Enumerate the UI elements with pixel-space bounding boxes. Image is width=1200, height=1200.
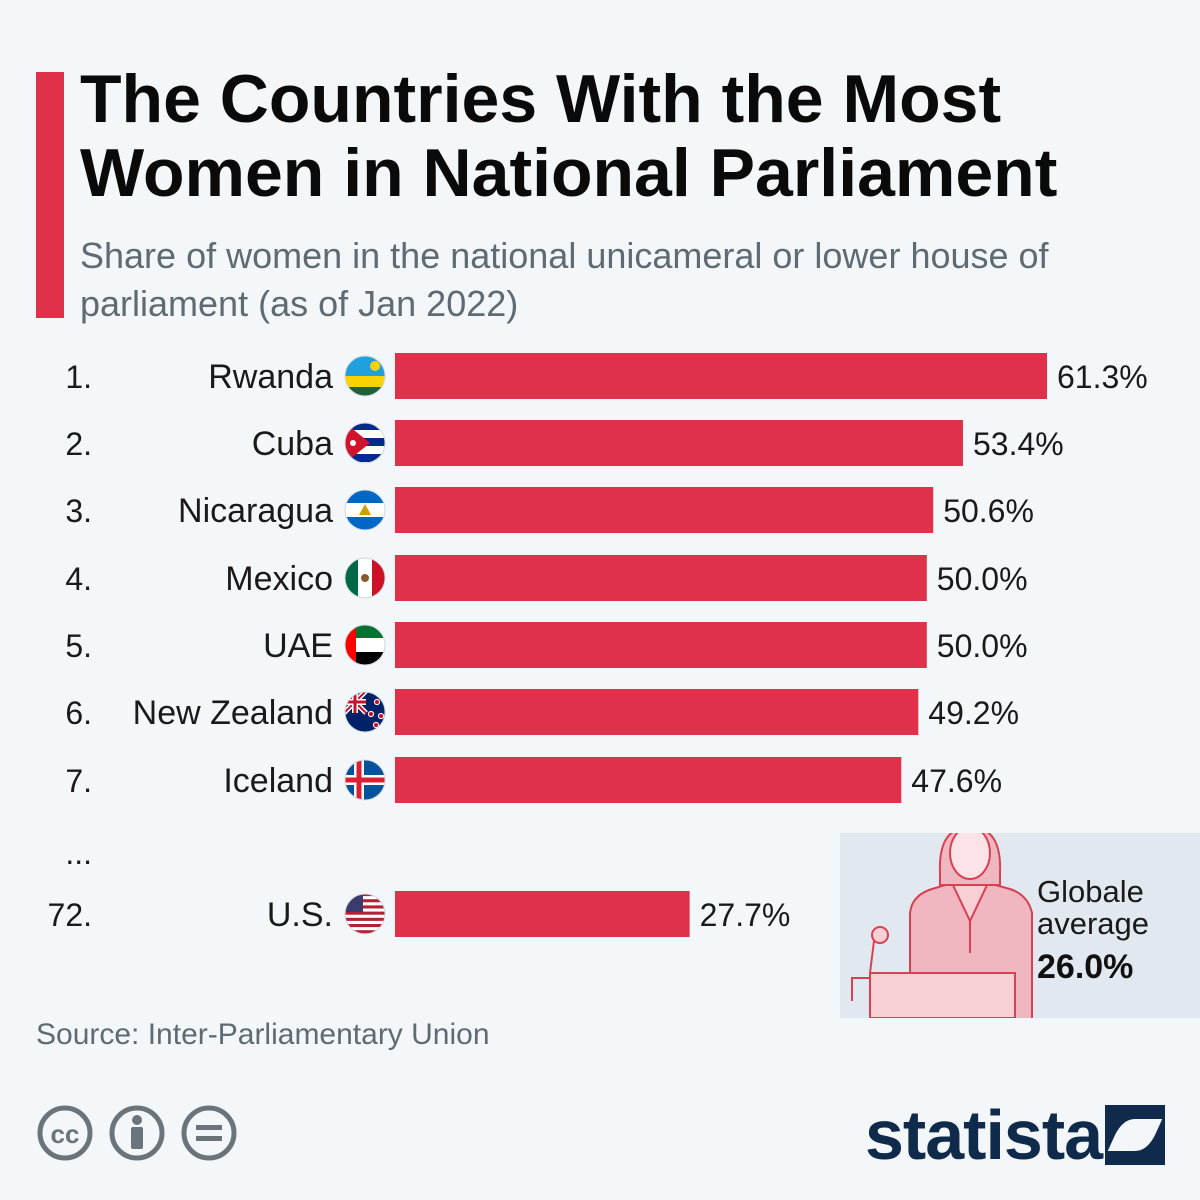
- value-label: 47.6%: [911, 763, 1002, 799]
- bar: [395, 487, 934, 533]
- rank-label: 4.: [65, 561, 92, 597]
- new-zealand-flag-icon: [344, 691, 386, 733]
- accent-bar: [36, 72, 64, 318]
- country-label: Mexico: [225, 560, 333, 598]
- speaker-woman-icon: [851, 825, 1033, 1019]
- country-label: UAE: [263, 627, 333, 665]
- rank-label: 72.: [48, 897, 92, 933]
- statista-logo-icon: [1105, 1105, 1165, 1165]
- bar-chart: 1. Rwanda 61.3% 2. Cuba 53.4% 3. Nicaragua 50.6%…: [48, 353, 1148, 937]
- bar: [395, 555, 927, 601]
- rank-label: 2.: [65, 426, 92, 462]
- value-label: 50.0%: [937, 628, 1028, 664]
- value-label: 27.7%: [700, 897, 791, 933]
- country-label: New Zealand: [133, 694, 333, 732]
- average-label: Globale average: [1037, 876, 1167, 940]
- rank-label: 1.: [65, 359, 92, 395]
- country-label: U.S.: [267, 896, 333, 934]
- no-derivatives-icon[interactable]: [181, 1105, 237, 1161]
- uae-flag-icon: [344, 624, 386, 666]
- chart-subtitle: Share of women in the national unicamera…: [80, 235, 1049, 324]
- country-label: Nicaragua: [178, 492, 333, 530]
- brand-name: statista: [865, 1096, 1103, 1174]
- value-label: 61.3%: [1057, 359, 1148, 395]
- country-label: Iceland: [223, 762, 333, 800]
- global-average-panel: [840, 825, 1200, 1019]
- value-label: 53.4%: [973, 426, 1064, 462]
- source-note: Source: Inter-Parliamentary Union: [36, 1018, 490, 1051]
- license-icons: cc: [37, 1105, 237, 1161]
- rank-label: 3.: [65, 493, 92, 529]
- statista-logo[interactable]: statista: [865, 1095, 1103, 1175]
- us-flag-icon: [344, 893, 386, 935]
- bar: [395, 353, 1047, 399]
- bar: [395, 689, 919, 735]
- cc-icon[interactable]: cc: [37, 1105, 93, 1161]
- bar: [395, 891, 690, 937]
- country-label: Cuba: [252, 425, 333, 463]
- rank-label: ...: [65, 835, 92, 871]
- rwanda-flag-icon: [344, 355, 386, 397]
- value-label: 50.6%: [943, 493, 1034, 529]
- bar: [395, 757, 902, 803]
- rank-label: 6.: [65, 695, 92, 731]
- bar: [395, 420, 963, 466]
- cuba-flag-icon: [344, 422, 386, 464]
- average-label-text: Globale average: [1037, 874, 1150, 941]
- mexico-flag-icon: [344, 557, 386, 599]
- country-label: Rwanda: [208, 358, 333, 396]
- attribution-icon[interactable]: [109, 1105, 165, 1161]
- nicaragua-flag-icon: [344, 489, 386, 531]
- value-label: 49.2%: [928, 695, 1019, 731]
- svg-text:cc: cc: [51, 1119, 80, 1149]
- iceland-flag-icon: [344, 759, 386, 801]
- average-value: 26.0%: [1037, 948, 1134, 986]
- value-label: 50.0%: [937, 561, 1028, 597]
- chart-title: The Countries With the Most Women in Nat…: [80, 61, 1058, 211]
- bar: [395, 622, 927, 668]
- rank-label: 7.: [65, 763, 92, 799]
- rank-label: 5.: [65, 628, 92, 664]
